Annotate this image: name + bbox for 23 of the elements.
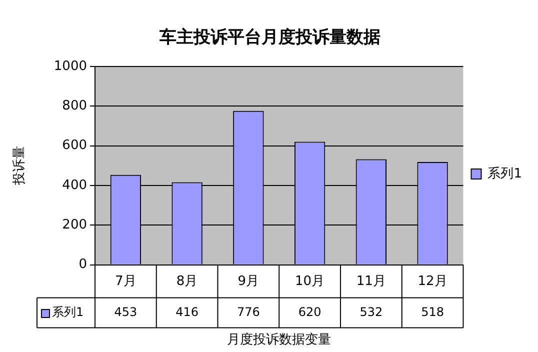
y-tick-label: 1000 xyxy=(54,58,87,74)
y-tick-label: 0 xyxy=(78,257,87,272)
chart-title: 车主投诉平台月度投诉量数据 xyxy=(158,28,380,48)
data-label: 518 xyxy=(421,304,444,319)
data-label: 453 xyxy=(114,304,138,319)
y-tick-label: 800 xyxy=(62,98,87,114)
x-tick-label: 10月 xyxy=(295,274,325,289)
y-axis-title: 投诉量 xyxy=(12,146,28,186)
x-tick-label: 9月 xyxy=(238,274,260,289)
data-label: 532 xyxy=(360,304,383,319)
data-label: 416 xyxy=(176,304,199,319)
y-tick-label: 400 xyxy=(62,178,87,193)
x-tick-label: 12月 xyxy=(418,274,448,289)
data-label: 776 xyxy=(236,304,260,319)
x-tick-label: 11月 xyxy=(356,274,386,289)
text: 系列1 xyxy=(52,304,84,319)
data-label: 620 xyxy=(298,304,322,319)
x-tick-label: 7月 xyxy=(115,274,136,289)
y-tick-label: 600 xyxy=(62,138,87,154)
x-tick-label: 8月 xyxy=(176,274,198,289)
y-tick-label: 200 xyxy=(62,217,87,232)
legend-label: 系列1 xyxy=(488,166,522,182)
x-axis-title: 月度投诉数据变量 xyxy=(227,332,332,348)
